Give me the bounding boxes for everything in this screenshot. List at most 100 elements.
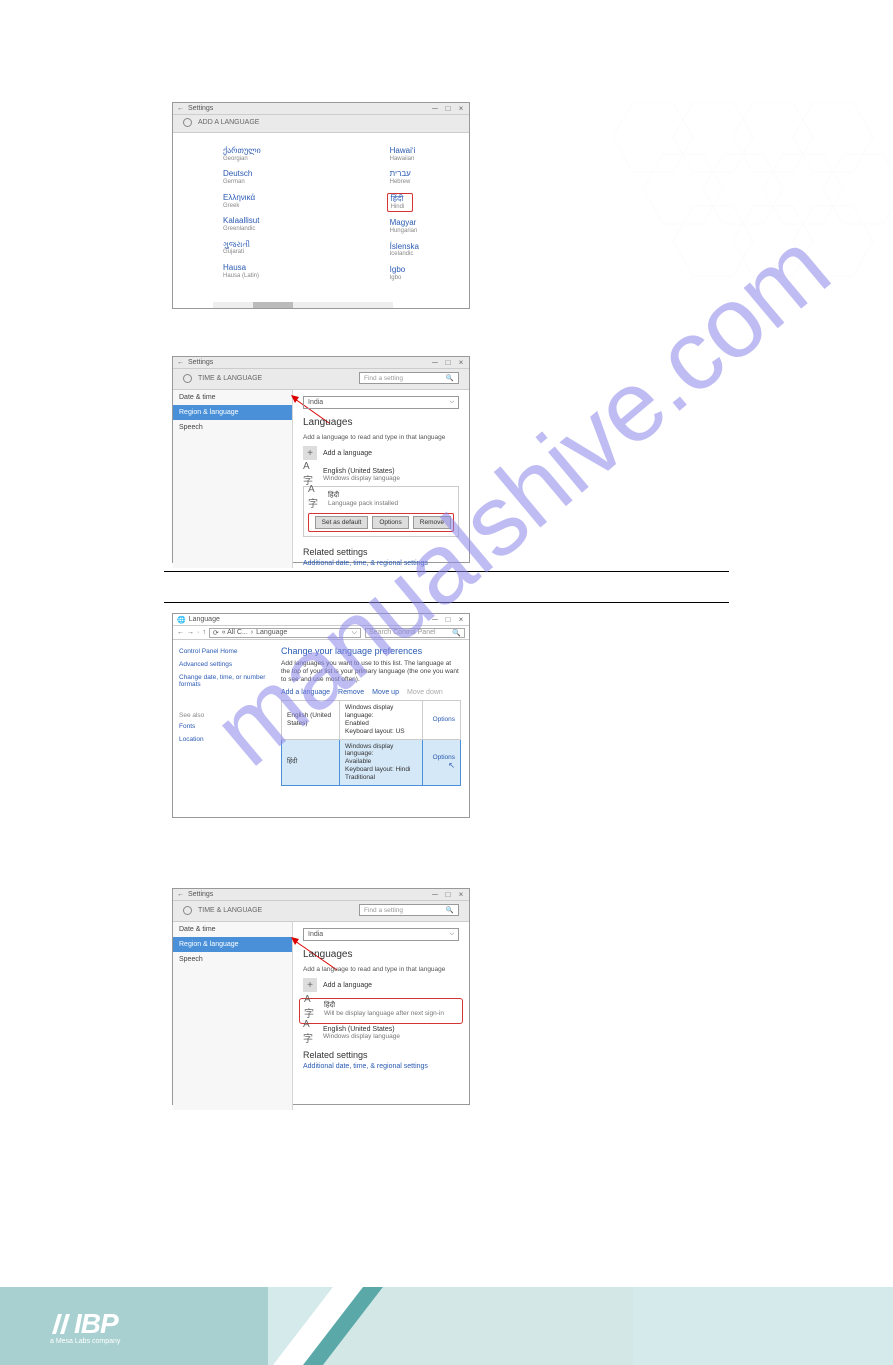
language-option[interactable]: ქართულიGeorgian (223, 147, 261, 162)
search-input[interactable]: Find a setting🔍 (359, 372, 459, 384)
language-option[interactable]: HawaiʻiHawaiian (390, 147, 419, 162)
minimize-icon[interactable]: ─ (431, 359, 439, 367)
maximize-icon[interactable]: □ (444, 105, 452, 113)
language-action-buttons: Set as default Options Remove (308, 513, 454, 532)
reload-icon[interactable]: ⟳ (213, 629, 219, 637)
minimize-icon[interactable]: ─ (431, 105, 439, 113)
language-icon: A字 (303, 468, 317, 479)
country-dropdown[interactable]: India⌵ (303, 928, 459, 941)
move-down-link: Move down (407, 689, 443, 696)
page-desc: Add languages you want to use to this li… (281, 660, 461, 683)
add-language-link[interactable]: Add a language (281, 689, 330, 696)
move-up-link[interactable]: Move up (372, 689, 399, 696)
language-option[interactable]: IgboIgbo (390, 266, 419, 281)
remove-link[interactable]: Remove (338, 689, 364, 696)
advanced-settings-link[interactable]: Advanced settings (179, 661, 267, 668)
window-titlebar: 🌐Language ─□× (173, 614, 469, 626)
footer: IBP a Mesa Labs company (0, 1287, 893, 1365)
remove-button[interactable]: Remove (413, 516, 451, 529)
table-row[interactable]: English (United States) Windows display … (282, 701, 461, 739)
control-panel-home-link[interactable]: Control Panel Home (179, 648, 267, 655)
chevron-down-icon: ⌵ (449, 399, 454, 406)
window-titlebar: ←Settings ─□× (173, 357, 469, 369)
country-dropdown[interactable]: India⌵ (303, 396, 459, 409)
table-row[interactable]: हिंदी Windows display language:Available… (282, 739, 461, 785)
language-option[interactable]: KalaallisutGreenlandic (223, 217, 261, 232)
language-item-hindi[interactable]: A字हिंदीWill be display language after ne… (304, 1001, 458, 1017)
fonts-link[interactable]: Fonts (179, 723, 267, 730)
related-link[interactable]: Additional date, time, & regional settin… (303, 560, 428, 567)
related-heading: Related settings (303, 1050, 459, 1060)
sidebar-item-datetime[interactable]: Date & time (173, 922, 292, 937)
logo-icon (50, 1312, 74, 1336)
languages-heading: Languages (303, 417, 459, 428)
language-item-english[interactable]: A字English (United States)Windows display… (303, 1026, 459, 1040)
language-option[interactable]: MagyarHungarian (390, 219, 419, 234)
sidebar-item-speech[interactable]: Speech (173, 952, 292, 967)
logo-tagline: a Mesa Labs company (50, 1338, 120, 1345)
page-title: TIME & LANGUAGE (198, 907, 262, 914)
gear-icon (183, 118, 192, 127)
related-settings: Related settings Additional date, time, … (303, 1050, 459, 1070)
address-bar: ←→·↑ ⟳« All C...›Language⌵ Search Contro… (173, 626, 469, 640)
language-option[interactable]: ΕλληνικάGreek (223, 194, 261, 209)
sidebar-item-region[interactable]: Region & language (173, 937, 292, 952)
add-language-button[interactable]: +Add a language (303, 978, 459, 992)
minimize-icon[interactable]: ─ (431, 891, 439, 899)
scrollbar-thumb[interactable] (253, 302, 293, 308)
languages-desc: Add a language to read and type in that … (303, 966, 459, 973)
page-heading: Change your language preferences (281, 646, 461, 656)
search-input[interactable]: Find a setting🔍 (359, 904, 459, 916)
screenshot-region-language: ←Settings ─□× TIME & LANGUAGE Find a set… (172, 356, 470, 563)
date-time-formats-link[interactable]: Change date, time, or number formats (179, 674, 267, 688)
options-button[interactable]: Options (372, 516, 408, 529)
see-also-label: See also (179, 712, 267, 719)
minimize-icon[interactable]: ─ (431, 615, 439, 624)
sidebar-item-region[interactable]: Region & language (173, 405, 292, 420)
search-icon: 🔍 (446, 906, 454, 914)
back-icon[interactable]: ← (177, 105, 184, 112)
language-option[interactable]: DeutschGerman (223, 170, 261, 185)
breadcrumb[interactable]: ←→·↑ ⟳« All C...›Language⌵ (177, 628, 361, 638)
language-option[interactable]: ગુજરાતીGujarati (223, 241, 261, 256)
language-option[interactable]: HausaHausa (Latin) (223, 264, 261, 279)
add-language-button[interactable]: +Add a language (303, 446, 459, 460)
language-table: English (United States) Windows display … (281, 700, 461, 785)
search-input[interactable]: Search Control Panel🔍 (365, 628, 465, 638)
sidebar-item-datetime[interactable]: Date & time (173, 390, 292, 405)
language-item-english[interactable]: A字English (United States)Windows display… (303, 468, 459, 482)
sidebar: Date & time Region & language Speech (173, 390, 293, 568)
close-icon[interactable]: × (457, 891, 465, 899)
location-link[interactable]: Location (179, 736, 267, 743)
language-option[interactable]: עבריתHebrew (390, 170, 419, 185)
screenshot-region-language-after: ←Settings ─□× TIME & LANGUAGE Find a set… (172, 888, 470, 1105)
back-icon[interactable]: ← (177, 891, 184, 898)
related-link[interactable]: Additional date, time, & regional settin… (303, 1063, 428, 1070)
maximize-icon[interactable]: □ (444, 615, 452, 624)
window-header: ADD A LANGUAGE (173, 115, 469, 133)
toolbar: Add a language Remove Move up Move down (281, 689, 461, 696)
set-default-button[interactable]: Set as default (315, 516, 369, 529)
close-icon[interactable]: × (457, 105, 465, 113)
back-icon[interactable]: ← (177, 359, 184, 366)
language-icon: A字 (304, 1001, 318, 1012)
maximize-icon[interactable]: □ (444, 359, 452, 367)
decorative-pattern (613, 102, 893, 302)
language-option[interactable]: ÍslenskaIcelandic (390, 243, 419, 258)
window-header: TIME & LANGUAGE Find a setting🔍 (173, 901, 469, 922)
options-link[interactable]: Options↖ (423, 739, 461, 785)
maximize-icon[interactable]: □ (444, 891, 452, 899)
settings-content: India⌵ Languages Add a language to read … (293, 922, 469, 1110)
language-option[interactable]: हिंदीHindi (390, 194, 419, 211)
scrollbar[interactable] (213, 302, 393, 308)
close-icon[interactable]: × (457, 615, 465, 624)
page-title: TIME & LANGUAGE (198, 375, 262, 382)
page-title: ADD A LANGUAGE (198, 119, 259, 126)
options-link[interactable]: Options (423, 701, 461, 739)
sidebar-item-speech[interactable]: Speech (173, 420, 292, 435)
logo-text: IBP (50, 1308, 120, 1340)
languages-desc: Add a language to read and type in that … (303, 434, 459, 441)
language-item-hindi[interactable]: A字हिंदीLanguage pack installed Set as de… (303, 486, 459, 537)
close-icon[interactable]: × (457, 359, 465, 367)
search-icon: 🔍 (452, 629, 461, 637)
